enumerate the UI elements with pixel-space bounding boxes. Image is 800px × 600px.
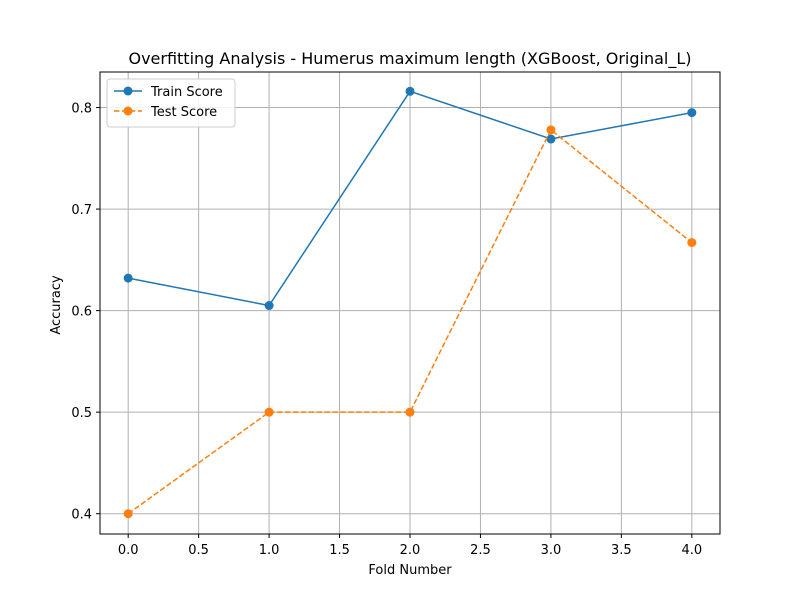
y-axis-label: Accuracy <box>49 275 64 335</box>
test-score-point <box>405 407 415 417</box>
x-tick-label: 1.5 <box>329 543 350 558</box>
test-score-legend-marker <box>123 106 133 116</box>
train-score-legend-marker <box>123 86 133 96</box>
test-score-legend-label: Test Score <box>150 105 217 120</box>
train-score-point <box>123 273 133 283</box>
x-tick-label: 2.0 <box>400 543 421 558</box>
test-score-point <box>687 238 697 248</box>
train-score-point <box>687 108 697 118</box>
y-tick-label: 0.5 <box>71 406 92 421</box>
test-score-point <box>123 509 133 519</box>
train-score-legend-label: Train Score <box>150 85 223 100</box>
x-tick-label: 3.5 <box>611 543 632 558</box>
test-score-point <box>546 125 556 135</box>
x-axis-ticks: 0.0 0.5 1.0 1.5 2.0 2.5 3.0 3.5 4.0 <box>118 534 702 558</box>
y-tick-label: 0.7 <box>71 203 92 218</box>
legend: Train Score Test Score <box>106 78 236 128</box>
train-score-point <box>546 134 556 144</box>
x-tick-label: 4.0 <box>681 543 702 558</box>
x-tick-label: 2.5 <box>470 543 491 558</box>
x-tick-label: 1.0 <box>259 543 280 558</box>
y-tick-label: 0.4 <box>71 508 92 523</box>
plot-series <box>123 86 697 519</box>
x-tick-label: 0.0 <box>118 543 139 558</box>
train-score-point <box>264 301 274 311</box>
y-tick-label: 0.8 <box>71 102 92 117</box>
train-score-point <box>405 86 415 96</box>
x-axis-label: Fold Number <box>368 563 452 578</box>
y-axis-ticks: 0.4 0.5 0.6 0.7 0.8 <box>71 102 100 523</box>
test-score-point <box>264 407 274 417</box>
test-score-series <box>123 125 697 519</box>
chart-title: Overfitting Analysis - Humerus maximum l… <box>128 49 691 69</box>
y-tick-label: 0.6 <box>71 305 92 320</box>
x-tick-label: 3.0 <box>541 543 562 558</box>
train-score-series <box>123 86 697 311</box>
x-tick-label: 0.5 <box>188 543 209 558</box>
test-score-line <box>127 128 693 515</box>
